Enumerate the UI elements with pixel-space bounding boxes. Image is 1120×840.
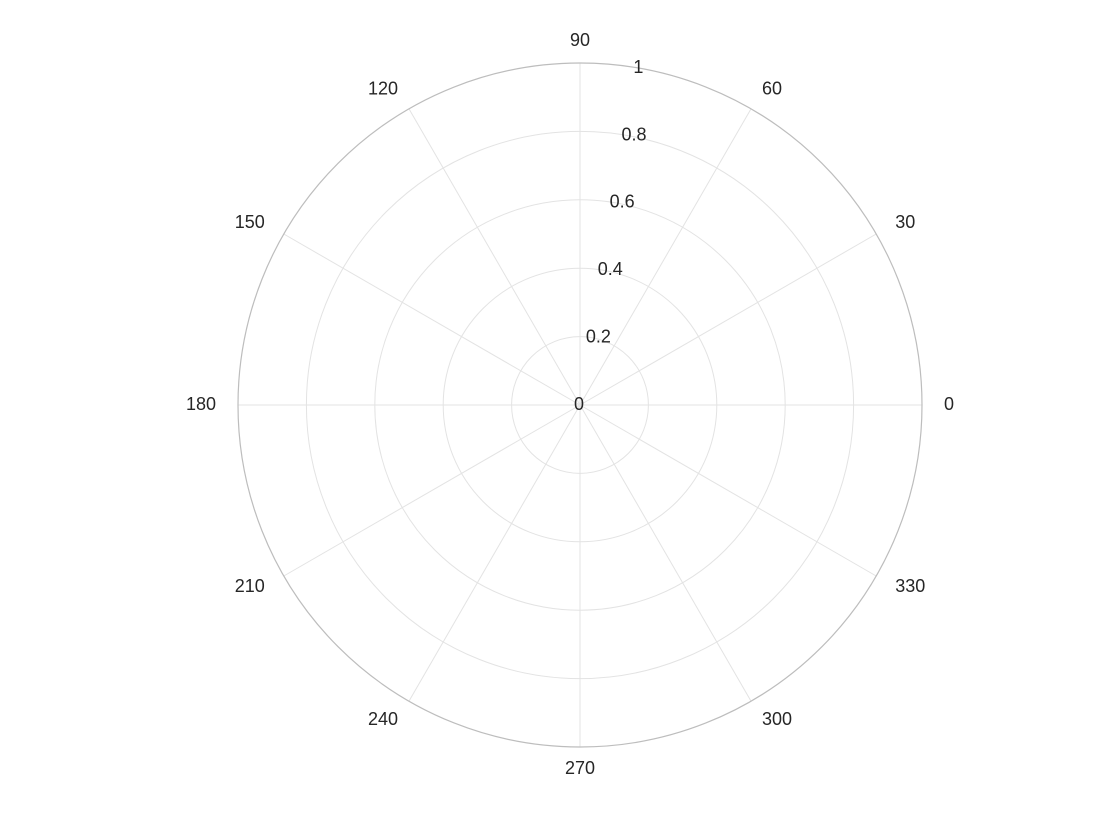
angle-tick-label-90: 90 — [570, 30, 590, 50]
angle-tick-label-300: 300 — [762, 709, 792, 729]
radius-tick-label-0-4: 0.4 — [598, 259, 623, 279]
angle-tick-label-270: 270 — [565, 758, 595, 778]
angle-tick-label-180: 180 — [186, 394, 216, 414]
radius-tick-label-0-8: 0.8 — [622, 124, 647, 144]
outer-boundary — [237, 62, 923, 748]
radius-tick-label-0-6: 0.6 — [610, 192, 635, 212]
angle-tick-label-30: 30 — [895, 212, 915, 232]
angle-tick-label-240: 240 — [368, 709, 398, 729]
radius-tick-label-0: 0 — [574, 394, 584, 414]
angular-grid-spoke-300 — [579, 404, 752, 702]
angular-grid-spoke-210 — [283, 404, 581, 577]
radius-tick-label-1: 1 — [633, 57, 643, 77]
angular-grid-spokes — [238, 63, 922, 747]
angle-tick-label-60: 60 — [762, 79, 782, 99]
angle-tick-labels: 0 30 60 90 120 150 180 210 240 270 300 330 — [186, 30, 954, 778]
angular-grid-spoke-330 — [579, 404, 877, 577]
angular-grid-spoke-150 — [283, 233, 581, 406]
angle-tick-label-0: 0 — [944, 394, 954, 414]
angular-grid-spoke-120 — [408, 108, 581, 406]
radius-tick-labels: 0 0.2 0.4 0.6 0.8 1 — [574, 57, 647, 414]
angle-tick-label-120: 120 — [368, 79, 398, 99]
angular-grid-spoke-60 — [579, 108, 752, 406]
angle-tick-label-210: 210 — [235, 576, 265, 596]
angular-grid-spoke-30 — [579, 233, 877, 406]
angle-tick-label-330: 330 — [895, 576, 925, 596]
outer-boundary-circle — [237, 62, 923, 748]
angle-tick-label-150: 150 — [235, 212, 265, 232]
angular-grid-spoke-240 — [408, 404, 581, 702]
radius-tick-label-0-2: 0.2 — [586, 326, 611, 346]
